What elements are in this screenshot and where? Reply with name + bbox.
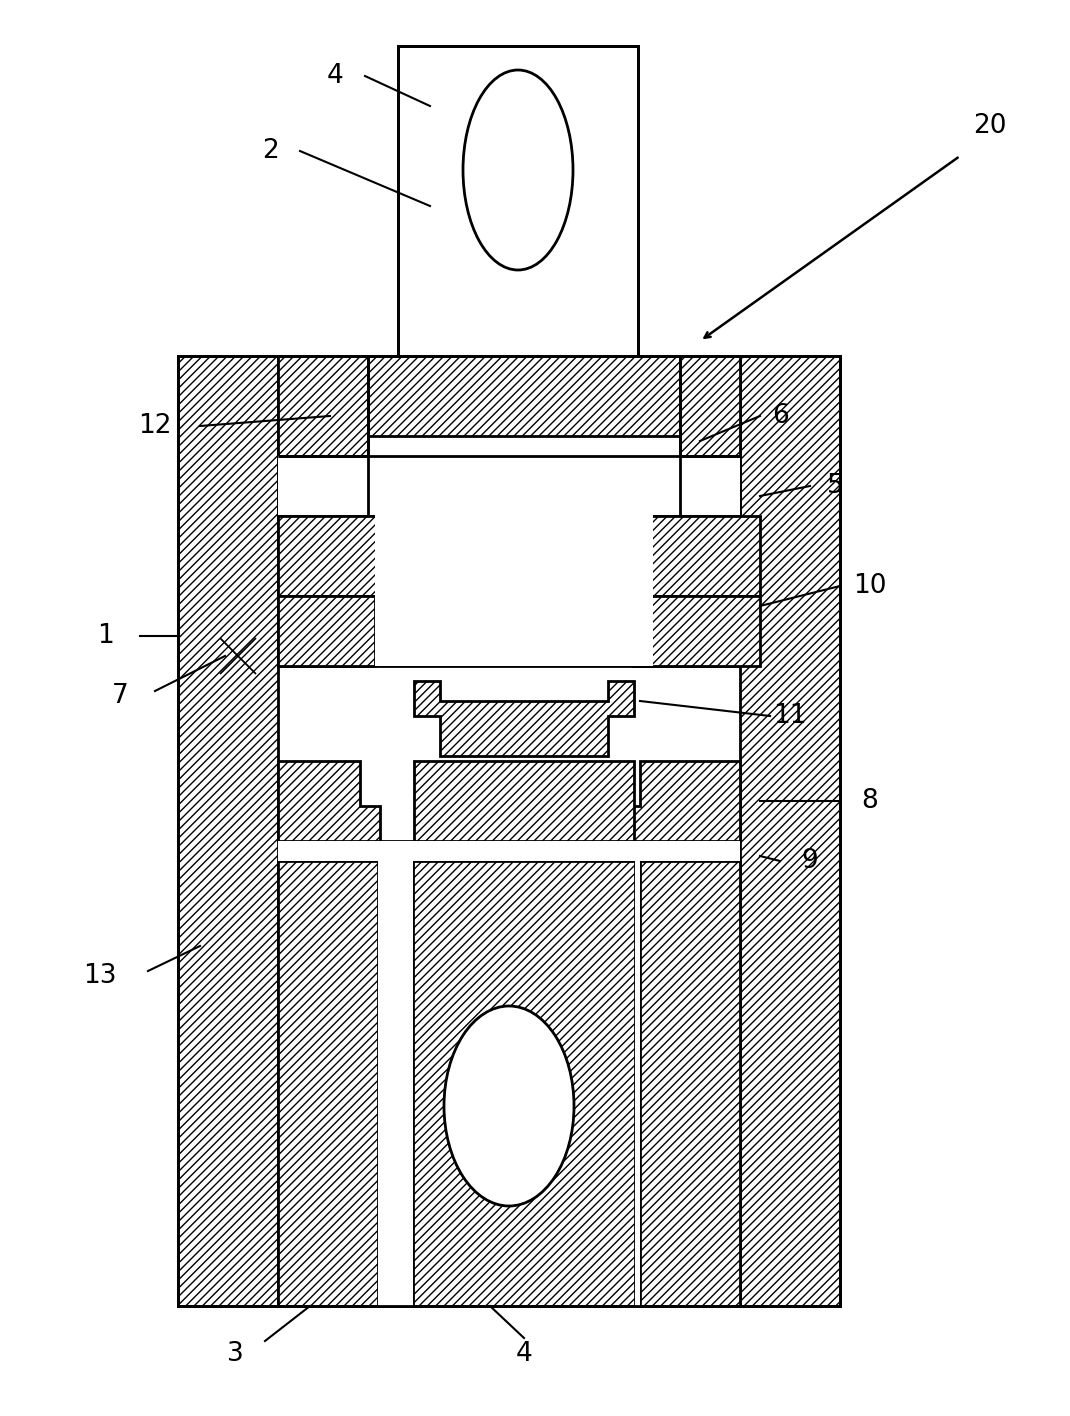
Text: 3: 3 <box>227 1341 243 1366</box>
Bar <box>398 45 638 355</box>
Bar <box>378 861 413 1306</box>
Bar <box>278 355 368 515</box>
Bar <box>278 515 415 596</box>
Text: 1: 1 <box>96 623 113 649</box>
Polygon shape <box>620 760 740 841</box>
Bar <box>398 45 638 355</box>
Bar <box>640 861 740 1306</box>
Text: 4: 4 <box>326 62 343 89</box>
Polygon shape <box>414 681 635 756</box>
Bar <box>178 355 840 1306</box>
Polygon shape <box>278 760 380 841</box>
Bar <box>593 515 760 596</box>
Bar <box>633 596 760 666</box>
Text: 4: 4 <box>516 1341 533 1366</box>
Text: 2: 2 <box>262 137 278 164</box>
Bar <box>278 861 378 1306</box>
Bar <box>278 456 740 515</box>
Bar <box>178 355 840 1306</box>
Bar <box>414 760 635 841</box>
Text: 11: 11 <box>774 702 807 729</box>
Text: 6: 6 <box>771 404 789 429</box>
Ellipse shape <box>444 1005 574 1206</box>
Bar <box>635 861 640 1306</box>
Bar <box>374 496 653 666</box>
Bar <box>413 861 635 1306</box>
Bar <box>740 355 840 1306</box>
Text: 5: 5 <box>827 473 843 498</box>
Bar <box>278 841 740 861</box>
Text: 9: 9 <box>801 848 819 874</box>
Bar <box>368 355 681 436</box>
Text: 10: 10 <box>853 573 887 599</box>
Text: 12: 12 <box>138 413 172 439</box>
Bar <box>278 596 374 666</box>
Ellipse shape <box>463 69 574 270</box>
Text: 20: 20 <box>974 113 1007 139</box>
Text: 13: 13 <box>83 963 117 988</box>
Bar <box>178 355 278 1306</box>
Bar <box>681 355 740 515</box>
Text: 7: 7 <box>111 683 128 709</box>
Text: 8: 8 <box>861 787 878 814</box>
